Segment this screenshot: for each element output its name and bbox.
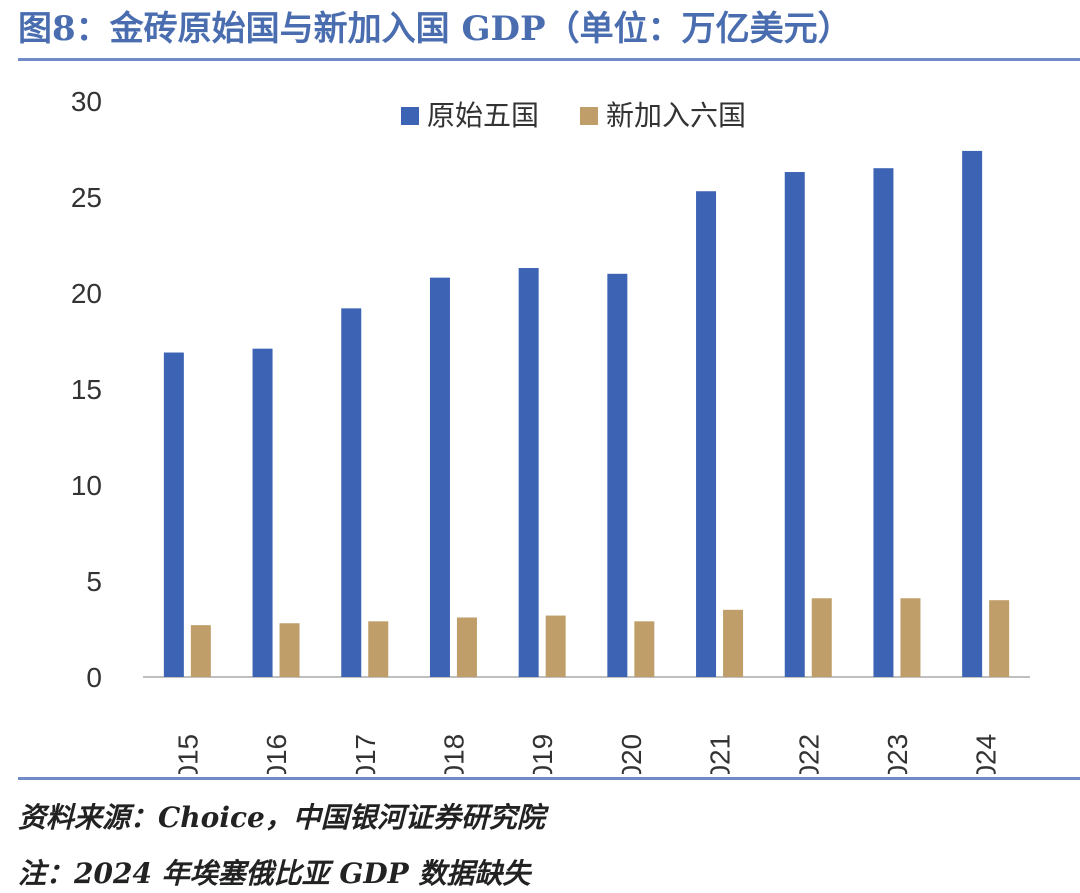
bars bbox=[163, 150, 1010, 678]
bar-original-five bbox=[962, 150, 983, 678]
x-tick-label: 2022 bbox=[793, 734, 824, 774]
bar-new-six bbox=[989, 600, 1010, 677]
x-tick-label: 2024 bbox=[971, 734, 1002, 774]
y-axis: 0 5 10 15 20 25 30 bbox=[71, 86, 102, 693]
chart-title: 图8：金砖原始国与新加入国 GDP（单位：万亿美元） bbox=[18, 9, 852, 49]
footer-divider bbox=[18, 777, 1080, 780]
bar-chart: 0 5 10 15 20 25 30 2015 2016 2017 2018 2019 2020 202… bbox=[71, 86, 1030, 774]
y-tick-label: 20 bbox=[71, 278, 102, 309]
x-tick-label: 2023 bbox=[882, 734, 913, 774]
y-tick-label: 15 bbox=[71, 374, 102, 405]
bar-original-five bbox=[429, 277, 450, 677]
legend-label-new-six: 新加入六国 bbox=[606, 99, 746, 132]
legend-label-original-five: 原始五国 bbox=[427, 99, 539, 132]
y-tick-label: 5 bbox=[86, 566, 102, 597]
y-tick-label: 0 bbox=[86, 662, 102, 693]
bar-new-six bbox=[900, 598, 921, 677]
x-tick-label: 2020 bbox=[616, 734, 647, 774]
x-tick-label: 2019 bbox=[527, 734, 558, 774]
bar-new-six bbox=[279, 623, 300, 677]
x-tick-label: 2018 bbox=[438, 734, 469, 774]
x-tick-label: 2016 bbox=[261, 734, 292, 774]
bar-new-six bbox=[811, 598, 832, 677]
x-tick-label: 2017 bbox=[350, 734, 381, 774]
x-tick-label: 2021 bbox=[705, 734, 736, 774]
legend-swatch-original-five bbox=[401, 107, 419, 125]
x-axis: 2015 2016 2017 2018 2019 2020 2021 2022 2023 2024 bbox=[143, 676, 1030, 774]
bar-new-six bbox=[723, 609, 744, 677]
y-tick-label: 25 bbox=[71, 182, 102, 213]
bar-original-five bbox=[607, 273, 628, 677]
source-note: 资料来源：Choice，中国银河证券研究院 bbox=[18, 801, 545, 834]
y-tick-label: 30 bbox=[71, 86, 102, 117]
bar-original-five bbox=[252, 348, 273, 677]
bar-original-five bbox=[341, 308, 362, 677]
bar-new-six bbox=[368, 621, 389, 677]
bar-original-five bbox=[873, 168, 894, 677]
bar-new-six bbox=[634, 621, 655, 677]
title-divider bbox=[18, 58, 1080, 61]
legend-swatch-new-six bbox=[580, 107, 598, 125]
footnote: 注：2024 年埃塞俄比亚 GDP 数据缺失 bbox=[18, 857, 531, 890]
bar-original-five bbox=[163, 352, 184, 677]
y-tick-label: 10 bbox=[71, 470, 102, 501]
x-tick-label: 2015 bbox=[172, 734, 203, 774]
bar-new-six bbox=[190, 625, 211, 677]
bar-new-six bbox=[545, 615, 566, 677]
bar-original-five bbox=[784, 172, 805, 677]
legend: 原始五国 新加入六国 bbox=[401, 99, 746, 132]
bar-original-five bbox=[518, 268, 539, 677]
bar-new-six bbox=[456, 617, 477, 677]
bar-original-five bbox=[696, 191, 717, 678]
